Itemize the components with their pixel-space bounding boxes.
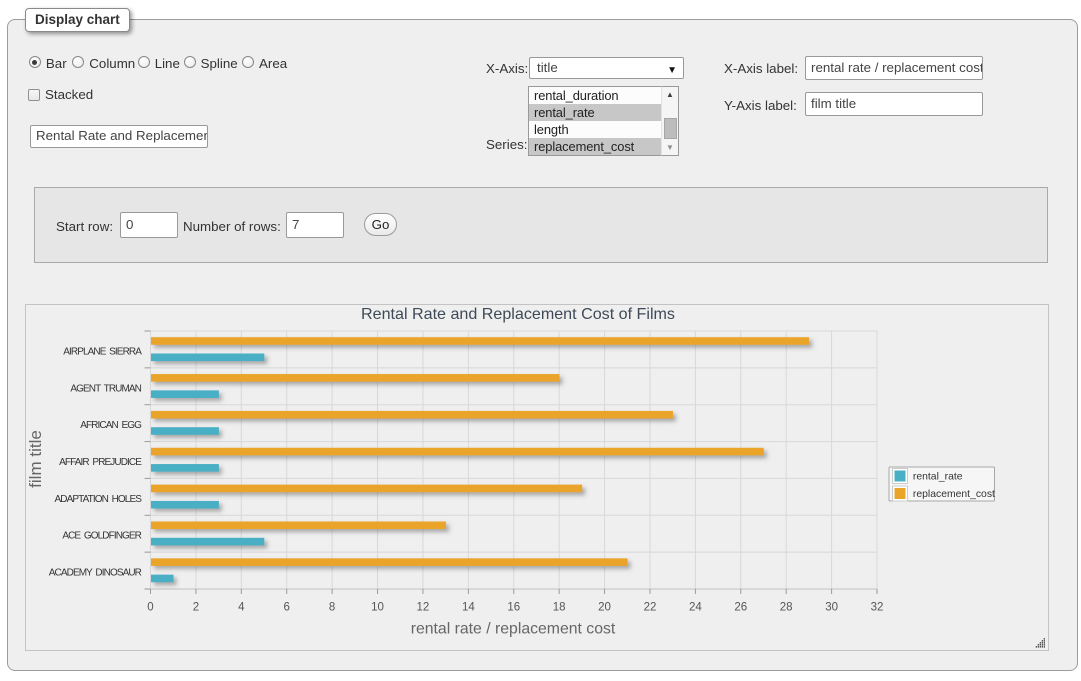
svg-text:20: 20 (598, 602, 611, 614)
svg-text:Rental Rate and Replacement Co: Rental Rate and Replacement Cost of Film… (361, 305, 675, 323)
svg-text:0: 0 (147, 602, 153, 614)
svg-text:AGENT TRUMAN: AGENT TRUMAN (70, 383, 141, 394)
svg-text:replacement_cost: replacement_cost (912, 489, 994, 500)
svg-text:22: 22 (643, 602, 656, 614)
svg-text:film title: film title (26, 430, 45, 488)
svg-text:6: 6 (283, 602, 289, 614)
svg-text:AFRICAN EGG: AFRICAN EGG (80, 420, 142, 431)
svg-text:32: 32 (870, 602, 883, 614)
svg-text:AIRPLANE SIERRA: AIRPLANE SIERRA (63, 346, 142, 357)
svg-text:16: 16 (507, 602, 520, 614)
svg-text:14: 14 (461, 602, 474, 614)
svg-text:8: 8 (328, 602, 334, 614)
svg-text:26: 26 (734, 602, 747, 614)
svg-text:18: 18 (552, 602, 565, 614)
svg-text:rental_rate: rental_rate (912, 472, 962, 483)
svg-text:10: 10 (371, 602, 384, 614)
svg-text:AFFAIR PREJUDICE: AFFAIR PREJUDICE (59, 457, 142, 468)
svg-text:2: 2 (192, 602, 198, 614)
svg-text:ACE GOLDFINGER: ACE GOLDFINGER (62, 531, 141, 542)
svg-text:12: 12 (416, 602, 429, 614)
svg-text:4: 4 (238, 602, 245, 614)
svg-text:rental rate / replacement cost: rental rate / replacement cost (410, 621, 615, 638)
svg-text:ADAPTATION HOLES: ADAPTATION HOLES (54, 494, 142, 505)
svg-text:24: 24 (688, 602, 701, 614)
svg-text:30: 30 (825, 602, 838, 614)
svg-text:28: 28 (779, 602, 792, 614)
svg-text:ACADEMY DINOSAUR: ACADEMY DINOSAUR (48, 568, 141, 579)
